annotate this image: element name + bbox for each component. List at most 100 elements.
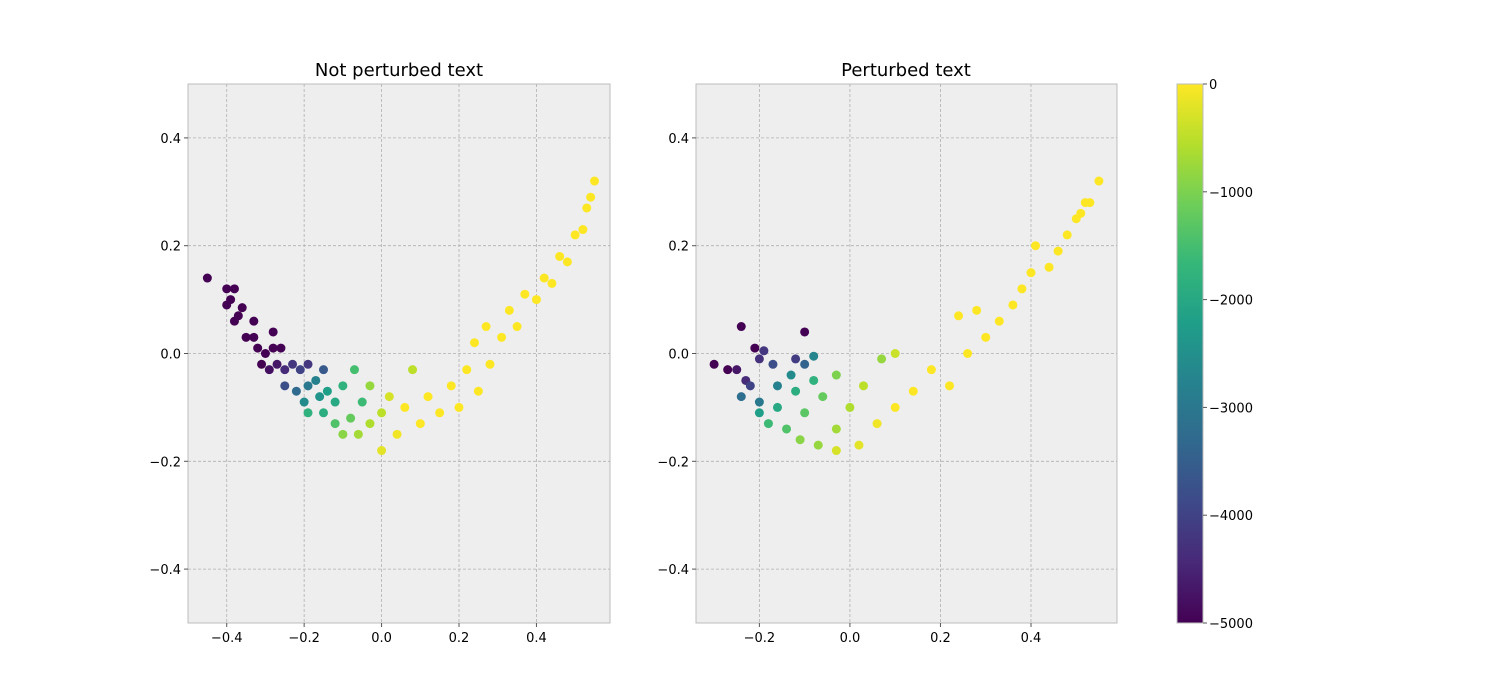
left-y-tick-label: 0.2	[160, 240, 181, 255]
left-scatter-point	[330, 419, 340, 429]
right-scatter-point	[877, 354, 887, 364]
right-scatter-point	[954, 311, 964, 321]
left-scatter-point	[303, 381, 313, 391]
left-scatter-point	[485, 359, 495, 369]
right-scatter-point	[1094, 176, 1104, 186]
left-scatter-panel: −0.4 −0.2 0.0 0.2 0.4 −0.4 −0.2 0.0 0.2 0.4 Not …	[149, 60, 611, 646]
left-scatter-point	[408, 365, 418, 375]
right-scatter-point	[845, 402, 855, 412]
left-scatter-point	[229, 316, 239, 326]
left-scatter-point	[280, 365, 290, 375]
right-scatter-panel: −0.2 0.0 0.2 0.4 −0.4 −0.2 0.0 0.2 0.4 Perturbe…	[657, 60, 1118, 646]
right-scatter-point	[809, 351, 819, 361]
right-scatter-point	[1017, 284, 1027, 294]
left-scatter-point	[462, 365, 472, 375]
left-y-tick-label: 0.0	[160, 348, 181, 363]
colorbar-tick-label: −2000	[1209, 294, 1253, 309]
right-scatter-point	[800, 408, 810, 418]
left-scatter-point	[288, 359, 298, 369]
left-x-tick-label: 0.2	[449, 631, 470, 646]
left-scatter-point	[322, 386, 332, 396]
left-scatter-point	[365, 419, 375, 429]
left-scatter-point	[435, 408, 445, 418]
left-scatter-point	[276, 343, 286, 353]
left-scatter-point	[338, 429, 348, 439]
right-scatter-point	[795, 435, 805, 445]
right-scatter-point	[963, 349, 973, 358]
left-scatter-point	[291, 386, 301, 396]
left-scatter-point	[547, 278, 557, 288]
right-scatter-point	[926, 365, 936, 375]
left-scatter-point	[512, 322, 522, 332]
right-scatter-point	[1026, 268, 1036, 278]
right-scatter-point	[972, 305, 982, 315]
right-scatter-point	[1076, 208, 1086, 218]
left-scatter-point	[222, 300, 232, 310]
right-x-tick-label: 0.4	[1021, 631, 1042, 646]
left-scatter-point	[365, 381, 375, 391]
right-scatter-point	[1044, 262, 1054, 272]
left-scatter-point	[272, 359, 282, 369]
left-scatter-point	[303, 408, 313, 418]
left-scatter-point	[539, 273, 549, 283]
left-y-tick-label: −0.4	[149, 563, 181, 578]
left-scatter-point	[377, 446, 387, 456]
right-scatter-point	[818, 392, 828, 402]
right-scatter-point	[791, 386, 801, 396]
right-scatter-point	[831, 424, 841, 434]
right-scatter-point	[854, 440, 864, 450]
colorbar-tick-label: −3000	[1209, 401, 1253, 416]
left-scatter-point	[497, 332, 507, 342]
right-scatter-point	[831, 370, 841, 380]
left-scatter-point	[268, 343, 278, 353]
right-x-tick-label: 0.2	[930, 631, 951, 646]
right-gridlines	[696, 84, 1117, 623]
left-scatter-point	[377, 408, 387, 418]
left-y-tick-label: −0.2	[149, 455, 181, 470]
right-scatter-point	[800, 327, 810, 337]
left-scatter-point	[237, 303, 247, 313]
left-scatter-point	[400, 402, 410, 412]
colorbar-tick-label: −4000	[1209, 509, 1253, 524]
left-scatter-point	[454, 402, 464, 412]
right-scatter-point	[1053, 246, 1063, 256]
left-scatter-point	[303, 359, 313, 369]
left-scatter-point	[353, 429, 363, 439]
left-scatter-point	[473, 386, 483, 396]
right-scatter-point	[754, 354, 764, 364]
right-scatter-point	[709, 359, 719, 369]
left-scatter-point	[446, 381, 456, 391]
left-scatter-point	[249, 316, 259, 326]
right-scatter-point	[908, 386, 918, 396]
left-scatter-point	[280, 381, 290, 391]
right-scatter-point	[890, 402, 900, 412]
right-scatter-point	[813, 440, 823, 450]
left-scatter-point	[241, 332, 251, 342]
right-points	[709, 176, 1104, 456]
right-scatter-point	[782, 424, 792, 434]
right-scatter-point	[754, 397, 764, 407]
right-scatter-point	[831, 446, 841, 456]
right-scatter-point	[772, 402, 782, 412]
left-x-tick-label: 0.4	[526, 631, 547, 646]
right-scatter-point	[768, 359, 778, 369]
left-scatter-point	[555, 251, 565, 261]
right-scatter-point	[723, 365, 733, 375]
left-scatter-point	[319, 365, 329, 375]
right-scatter-point	[750, 343, 760, 353]
right-scatter-point	[1062, 230, 1072, 240]
left-scatter-point	[260, 349, 270, 358]
left-x-tick-label: 0.0	[371, 631, 392, 646]
right-scatter-point	[754, 408, 764, 418]
right-scatter-point	[1031, 241, 1041, 251]
right-scatter-point	[945, 381, 955, 391]
left-scatter-point	[590, 176, 600, 186]
left-y-ticks: −0.4 −0.2 0.0 0.2 0.4	[149, 132, 188, 578]
left-scatter-point	[481, 322, 491, 332]
left-scatter-point	[586, 192, 596, 202]
right-scatter-point	[763, 419, 773, 429]
right-y-tick-label: 0.2	[668, 240, 689, 255]
right-y-tick-label: −0.2	[657, 455, 689, 470]
left-scatter-point	[202, 273, 212, 283]
